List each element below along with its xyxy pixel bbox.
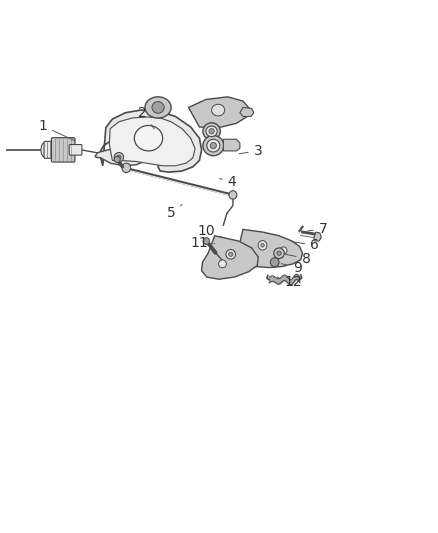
Ellipse shape	[277, 251, 281, 255]
Ellipse shape	[270, 258, 279, 266]
Ellipse shape	[114, 156, 120, 163]
Ellipse shape	[209, 128, 214, 134]
Text: 11: 11	[191, 236, 215, 249]
FancyBboxPatch shape	[51, 138, 75, 162]
Ellipse shape	[219, 260, 226, 268]
Ellipse shape	[114, 152, 124, 162]
Ellipse shape	[212, 104, 225, 116]
Text: 1: 1	[38, 119, 75, 141]
Polygon shape	[188, 97, 250, 127]
Ellipse shape	[203, 135, 224, 156]
Ellipse shape	[229, 191, 237, 199]
Ellipse shape	[229, 252, 233, 256]
Polygon shape	[110, 117, 195, 166]
Text: 6: 6	[291, 238, 319, 252]
Text: 2: 2	[138, 106, 154, 129]
Text: 5: 5	[167, 205, 182, 221]
Text: 12: 12	[277, 276, 302, 289]
Ellipse shape	[145, 97, 171, 118]
Text: 9: 9	[281, 261, 302, 275]
Ellipse shape	[117, 155, 121, 159]
Polygon shape	[223, 139, 240, 151]
Ellipse shape	[203, 123, 220, 140]
Polygon shape	[240, 108, 254, 116]
Ellipse shape	[122, 163, 131, 173]
Ellipse shape	[41, 142, 49, 157]
Ellipse shape	[206, 126, 217, 136]
Text: 10: 10	[197, 224, 223, 238]
Ellipse shape	[258, 240, 267, 250]
FancyBboxPatch shape	[44, 141, 72, 158]
Ellipse shape	[280, 247, 287, 254]
Ellipse shape	[274, 248, 284, 259]
Ellipse shape	[210, 142, 216, 149]
Ellipse shape	[207, 139, 220, 152]
Text: 8: 8	[286, 252, 311, 265]
Ellipse shape	[134, 125, 162, 151]
Text: 3: 3	[239, 144, 262, 158]
Ellipse shape	[152, 102, 164, 114]
Ellipse shape	[226, 249, 236, 259]
Ellipse shape	[203, 238, 210, 245]
Polygon shape	[314, 232, 321, 241]
Text: 7: 7	[308, 222, 328, 236]
Polygon shape	[201, 236, 258, 279]
Text: 4: 4	[219, 175, 237, 189]
Ellipse shape	[261, 244, 264, 247]
FancyBboxPatch shape	[69, 144, 82, 155]
Polygon shape	[95, 146, 149, 166]
Polygon shape	[101, 110, 201, 172]
Polygon shape	[239, 229, 303, 268]
